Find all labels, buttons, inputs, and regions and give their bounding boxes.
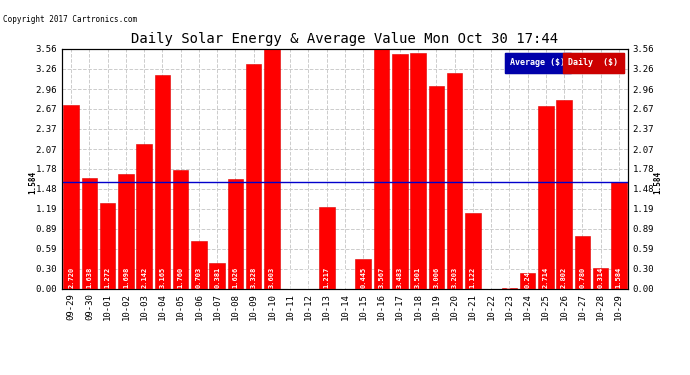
Bar — [392, 54, 408, 289]
Bar — [191, 242, 207, 289]
Text: 3.603: 3.603 — [269, 267, 275, 288]
Text: 0.445: 0.445 — [360, 267, 366, 288]
Bar — [593, 268, 609, 289]
Text: 3.567: 3.567 — [379, 267, 384, 288]
Text: 1.217: 1.217 — [324, 267, 330, 288]
Bar — [137, 144, 152, 289]
Bar — [246, 64, 262, 289]
Bar — [446, 73, 462, 289]
Text: Copyright 2017 Cartronics.com: Copyright 2017 Cartronics.com — [3, 15, 137, 24]
Bar — [538, 106, 553, 289]
Text: 3.501: 3.501 — [415, 267, 421, 288]
Text: 1.760: 1.760 — [178, 267, 184, 288]
Text: 0.703: 0.703 — [196, 267, 202, 288]
Bar — [118, 174, 134, 289]
Bar — [411, 53, 426, 289]
Bar — [374, 48, 389, 289]
Text: 1.122: 1.122 — [470, 267, 476, 288]
Bar — [63, 105, 79, 289]
Bar — [575, 236, 590, 289]
Text: 0.240: 0.240 — [524, 267, 531, 288]
Bar — [611, 182, 627, 289]
Text: 2.720: 2.720 — [68, 267, 75, 288]
Text: 0.780: 0.780 — [580, 267, 585, 288]
Bar — [173, 170, 188, 289]
Text: 1.584: 1.584 — [653, 170, 662, 194]
Bar — [465, 213, 480, 289]
Bar — [155, 75, 170, 289]
Bar — [428, 86, 444, 289]
Bar — [81, 178, 97, 289]
Text: 0.003: 0.003 — [488, 267, 494, 288]
Title: Daily Solar Energy & Average Value Mon Oct 30 17:44: Daily Solar Energy & Average Value Mon O… — [131, 32, 559, 46]
Bar — [100, 203, 115, 289]
Text: 2.802: 2.802 — [561, 267, 567, 288]
Bar — [355, 259, 371, 289]
Bar — [264, 46, 279, 289]
Bar — [520, 273, 535, 289]
Text: 3.006: 3.006 — [433, 267, 440, 288]
Text: 0.314: 0.314 — [598, 267, 604, 288]
Text: 0.000: 0.000 — [287, 267, 293, 288]
Text: 0.003: 0.003 — [306, 267, 311, 288]
Text: 1.638: 1.638 — [86, 267, 92, 288]
Text: 3.328: 3.328 — [250, 267, 257, 288]
Text: 3.483: 3.483 — [397, 267, 403, 288]
Bar — [210, 263, 225, 289]
Text: 3.203: 3.203 — [451, 267, 457, 288]
Bar — [556, 100, 572, 289]
Text: 3.165: 3.165 — [159, 267, 166, 288]
Text: 1.584: 1.584 — [615, 267, 622, 288]
Text: 1.626: 1.626 — [233, 267, 239, 288]
Text: 1.272: 1.272 — [105, 267, 110, 288]
Text: 0.000: 0.000 — [342, 267, 348, 288]
Text: 2.142: 2.142 — [141, 267, 147, 288]
Bar — [228, 179, 244, 289]
Text: 2.714: 2.714 — [543, 267, 549, 288]
Text: 1.584: 1.584 — [28, 170, 37, 194]
Text: 0.381: 0.381 — [214, 267, 220, 288]
Text: 0.004: 0.004 — [506, 267, 512, 288]
Text: 1.698: 1.698 — [123, 267, 129, 288]
Bar — [319, 207, 335, 289]
